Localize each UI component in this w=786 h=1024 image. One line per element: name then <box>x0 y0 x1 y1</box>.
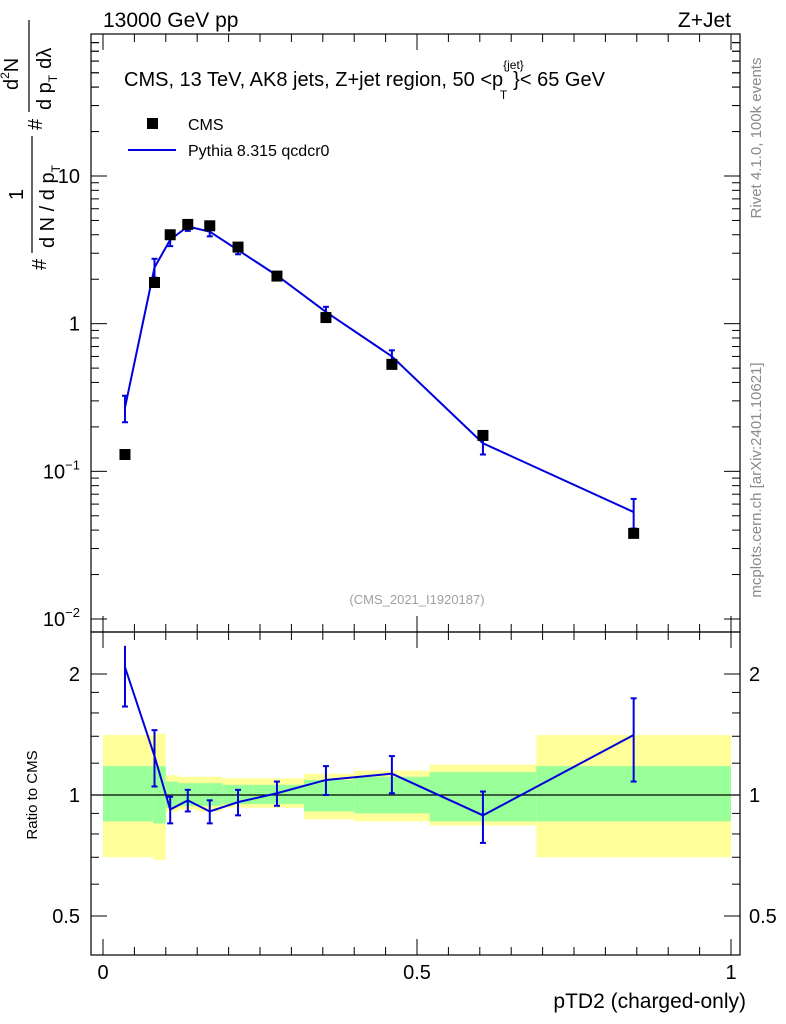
ylabel-hash2: # <box>25 118 47 130</box>
plot-title-sup: {jet} <box>503 58 524 72</box>
ylabel-dpT: d pTdλ <box>34 48 60 110</box>
cms-data-point <box>148 277 160 289</box>
plot-title-pre: CMS, 13 TeV, AK8 jets, Z+jet region, 50 … <box>124 69 503 91</box>
main-ylabel: # 1 d N / d pT # d2N d pTdλ <box>0 20 63 270</box>
ratio-tick-label-left: 2 <box>69 664 80 686</box>
svg-text:#: # <box>29 258 51 270</box>
cms-data-point <box>182 218 194 230</box>
ratio-plot-frame <box>90 631 741 956</box>
header-energy: 13000 GeV pp <box>103 9 238 32</box>
ratio-tick-label-right: 0.5 <box>749 906 777 928</box>
plot-title-post: }< 65 GeV <box>513 69 605 91</box>
ratio-tick-label-right: 1 <box>749 785 760 807</box>
x-tick-label: 0 <box>97 962 108 984</box>
analysis-id: (CMS_2021_I1920187) <box>349 592 484 607</box>
ylabel-N: N <box>1 58 23 72</box>
green-band-bin-0 <box>103 766 154 822</box>
y-tick-label-base: 10 <box>58 166 80 188</box>
ylabel-dpT-sub: T <box>46 74 60 82</box>
x-tick-label: 1 <box>725 962 736 984</box>
mc-line <box>124 225 635 513</box>
legend-cms-marker <box>147 118 158 129</box>
ratio-tick-label-left: 1 <box>69 785 80 807</box>
y-tick-label-base: 1 <box>69 314 80 336</box>
y-tick-label-base: 10 <box>43 461 65 483</box>
y-tick-label-base: 10 <box>43 609 65 631</box>
cms-data-point <box>119 449 131 461</box>
ylabel-dN: d N / d pT <box>37 164 63 248</box>
mcplots-info: mcplots.cern.ch [arXiv:2401.10621] <box>748 362 765 597</box>
cms-data-point <box>204 220 216 232</box>
plot-title-sub: T <box>500 88 508 102</box>
plot-title: CMS, 13 TeV, AK8 jets, Z+jet region, 50 … <box>124 58 606 102</box>
ylabel-d2N: d2N <box>0 58 23 90</box>
legend-cms-label: CMS <box>188 117 224 134</box>
ratio-tick-label-left: 0.5 <box>52 906 80 928</box>
ylabel-dpT-text: d p <box>34 82 56 110</box>
ylabel-dN-text: d N / d p <box>37 172 59 248</box>
x-axis-label: pTD2 (charged-only) <box>553 990 746 1013</box>
rivet-info: Rivet 4.1.0, 100k events <box>748 58 765 219</box>
y-tick-label: 10 <box>58 166 80 188</box>
cms-data-point <box>232 241 244 253</box>
cms-data-point <box>628 527 640 539</box>
ylabel-one: 1 <box>6 189 28 200</box>
ratio-tick-label-right: 2 <box>749 664 760 686</box>
ylabel-two: 2 <box>0 72 12 79</box>
y-tick-label: 1 <box>69 314 80 336</box>
ylabel-dlambda: dλ <box>34 48 56 69</box>
y-tick-label: 10−1 <box>43 457 80 483</box>
y-tick-label-exp: −2 <box>65 605 80 620</box>
cms-data-point <box>271 270 283 282</box>
y-tick-label: 10−2 <box>43 605 80 631</box>
green-band-bin-7 <box>303 779 355 812</box>
cms-data-point <box>477 429 489 441</box>
ylabel-dN-sub: T <box>49 164 63 172</box>
legend-mc-label: Pythia 8.315 qcdcr0 <box>188 143 330 160</box>
ratio-ylabel: Ratio to CMS <box>24 750 41 839</box>
cms-data-point <box>164 229 176 241</box>
header-process: Z+Jet <box>678 9 731 32</box>
ylabel-hash1: # <box>29 258 51 270</box>
x-tick-label: 0.5 <box>403 962 431 984</box>
cms-data-point <box>320 312 332 324</box>
ylabel-d: d <box>1 79 23 90</box>
cms-data-point <box>386 358 398 370</box>
y-tick-label-exp: −1 <box>65 457 80 472</box>
